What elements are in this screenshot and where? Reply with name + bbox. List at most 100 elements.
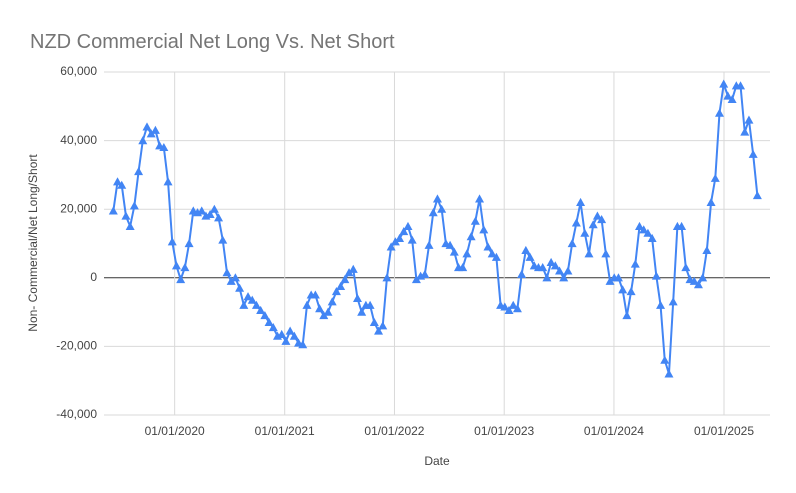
data-point: [298, 340, 308, 349]
data-point: [445, 240, 455, 249]
data-point: [462, 249, 472, 258]
data-point: [352, 293, 362, 302]
data-point: [386, 242, 396, 251]
chart-title: NZD Commercial Net Long Vs. Net Short: [30, 31, 395, 53]
data-point: [538, 263, 548, 272]
data-point: [348, 264, 358, 273]
data-point: [289, 331, 299, 340]
data-point: [656, 300, 666, 309]
data-point: [331, 287, 341, 296]
data-point: [205, 209, 215, 218]
data-point: [740, 127, 750, 136]
data-point: [597, 214, 607, 224]
data-point: [327, 297, 337, 306]
data-point: [121, 211, 131, 220]
y-tick-label: -40,000: [56, 407, 97, 421]
data-point: [134, 166, 144, 176]
data-point: [500, 302, 510, 311]
x-tick-label: 01/01/2022: [364, 424, 424, 438]
data-point: [622, 311, 632, 320]
data-point: [605, 276, 615, 285]
data-point: [117, 180, 127, 189]
data-point: [256, 305, 266, 314]
data-point: [563, 266, 573, 275]
data-point: [239, 300, 249, 309]
data-point: [630, 259, 640, 268]
data-point: [184, 239, 194, 248]
y-tick-label: 40,000: [60, 133, 97, 147]
data-point: [677, 221, 687, 230]
grid: -40,000 -20,000 0 20,000 40,000 60,000 01/01/2…: [56, 64, 770, 438]
data-point: [491, 252, 501, 261]
data-point: [517, 269, 527, 278]
data-point: [125, 221, 135, 230]
data-point: [218, 235, 228, 244]
data-point: [748, 149, 758, 158]
data-point: [235, 283, 245, 292]
plot-area: [108, 79, 762, 378]
data-point: [277, 329, 287, 338]
data-point: [129, 201, 139, 210]
data-point: [706, 197, 716, 206]
data-point: [504, 305, 514, 314]
x-tick-label: 01/01/2025: [694, 424, 754, 438]
data-point: [635, 221, 645, 230]
x-tick-label: 01/01/2023: [474, 424, 534, 438]
data-point: [344, 268, 354, 277]
data-point: [264, 317, 274, 326]
y-tick-label: 60,000: [60, 64, 97, 78]
data-point: [714, 108, 724, 117]
data-point: [542, 273, 552, 282]
data-point: [209, 204, 219, 213]
data-point: [150, 125, 160, 134]
data-point: [108, 206, 118, 215]
data-point: [365, 300, 375, 309]
data-point: [251, 300, 261, 309]
data-point: [752, 190, 762, 200]
x-tick-label: 01/01/2024: [584, 424, 644, 438]
data-point: [113, 177, 123, 186]
data-point: [243, 292, 253, 301]
x-tick-label: 01/01/2021: [255, 424, 315, 438]
data-point: [146, 129, 156, 138]
data-point: [268, 323, 278, 332]
data-point: [508, 300, 518, 309]
data-point: [432, 194, 442, 203]
data-point: [230, 273, 240, 282]
data-point: [736, 81, 746, 90]
data-point: [483, 242, 493, 251]
data-point: [525, 252, 535, 261]
data-point: [369, 317, 379, 326]
data-point: [176, 275, 186, 284]
data-point: [159, 142, 169, 152]
data-point: [142, 122, 152, 131]
data-point: [319, 311, 329, 320]
data-point: [580, 228, 590, 237]
data-point: [336, 281, 346, 290]
data-point: [285, 326, 295, 335]
data-point: [449, 247, 459, 256]
data-point: [138, 136, 148, 145]
data-point: [601, 249, 611, 258]
data-point: [512, 304, 522, 313]
data-point: [689, 276, 699, 285]
data-point: [437, 204, 447, 213]
data-point: [407, 235, 417, 244]
data-point: [403, 221, 413, 230]
data-point: [693, 280, 703, 289]
data-point: [727, 94, 737, 104]
data-point: [584, 249, 594, 258]
data-point: [466, 232, 476, 241]
data-point: [226, 276, 236, 285]
data-point: [411, 275, 421, 284]
data-point: [639, 225, 649, 234]
data-point: [167, 237, 177, 246]
data-point: [567, 239, 577, 248]
y-axis-label: Non- Commercial/Net Long/Short: [26, 154, 40, 332]
y-tick-label: -20,000: [56, 339, 97, 353]
data-point: [618, 285, 628, 294]
data-point: [723, 91, 733, 100]
data-point: [592, 211, 602, 220]
data-point: [180, 263, 190, 272]
data-point: [588, 220, 598, 229]
